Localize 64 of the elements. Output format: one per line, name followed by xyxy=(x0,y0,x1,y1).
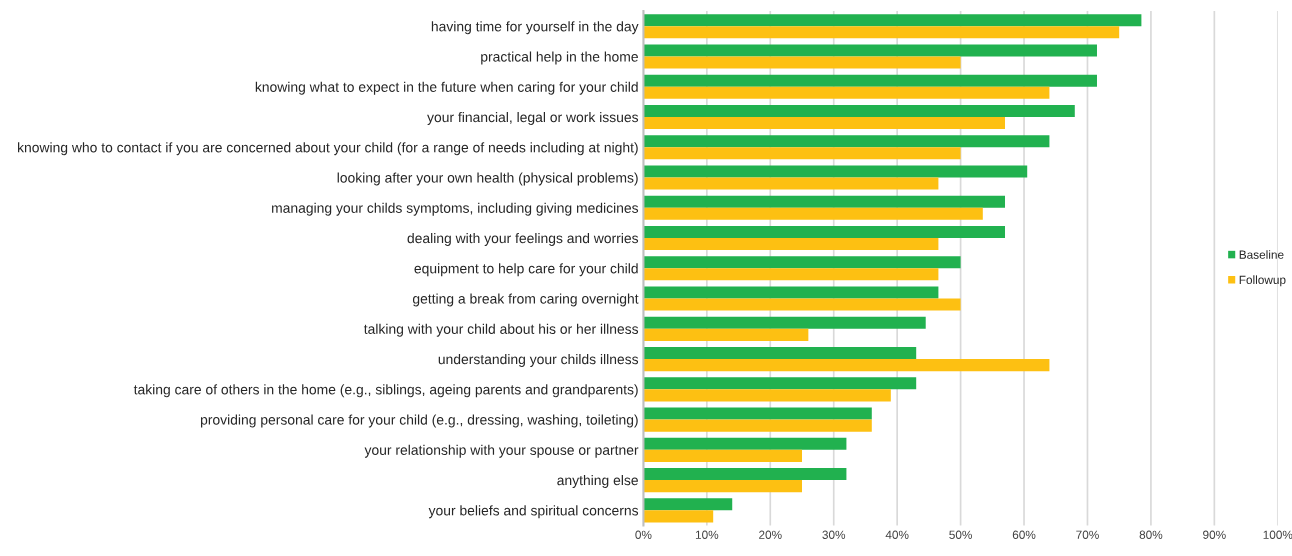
x-tick-label: 30% xyxy=(822,530,846,539)
y-tick-label: talking with your child about his or her illness xyxy=(363,323,639,337)
x-tick-label: 80% xyxy=(1139,530,1163,539)
bar xyxy=(643,104,1075,118)
bar xyxy=(643,195,1006,208)
y-tick-label: understanding your childs illness xyxy=(438,354,639,367)
x-tick-label: 10% xyxy=(695,530,719,539)
bar xyxy=(643,225,1006,239)
bar xyxy=(643,256,961,269)
bar xyxy=(643,316,926,329)
bar xyxy=(643,56,961,69)
bar xyxy=(643,147,961,160)
bar xyxy=(643,298,961,311)
x-tick-label: 0% xyxy=(635,530,652,539)
bar xyxy=(643,449,803,462)
bar xyxy=(643,510,714,523)
y-tick-label: knowing who to contact if you are concerned about your child (for a range of needs including at night) xyxy=(18,142,638,156)
bar xyxy=(643,407,872,420)
bar xyxy=(643,346,917,360)
y-tick-label: practical help in the home xyxy=(481,51,638,65)
bar xyxy=(643,498,733,511)
x-tick-label: 90% xyxy=(1203,530,1226,539)
bar xyxy=(643,117,1006,130)
bar xyxy=(643,286,939,299)
bar xyxy=(643,437,847,450)
y-tick-label: looking after your own health (physical problems) xyxy=(337,172,638,186)
x-tick-label: 70% xyxy=(1076,530,1099,539)
bar xyxy=(643,377,917,390)
y-tick-label: taking care of others in the home (e.g., siblings, ageing parents and grandparents) xyxy=(133,384,638,398)
bar xyxy=(643,74,1097,87)
y-tick-label: anything else xyxy=(557,475,638,488)
bar xyxy=(643,86,1050,99)
bar xyxy=(643,480,803,493)
y-tick-label: managing your childs symptoms, including giving medicines xyxy=(272,202,639,216)
y-tick-label: your beliefs and spiritual concerns xyxy=(428,505,639,519)
bar xyxy=(643,268,939,281)
y-tick-label: your relationship with your spouse or partner xyxy=(364,444,639,458)
bar xyxy=(643,14,1142,27)
y-tick-label: providing personal care for your child (e.g., dressing, washing, toileting) xyxy=(200,414,638,428)
bar xyxy=(643,135,1050,148)
y-tick-label: equipment to help care for your child xyxy=(414,263,638,277)
bar xyxy=(643,389,891,402)
x-tick-label: 20% xyxy=(759,530,782,539)
legend-label: Followup xyxy=(1239,275,1286,287)
y-tick-label: dealing with your feelings and worries xyxy=(407,232,639,246)
bar xyxy=(643,165,1028,178)
bar xyxy=(643,467,847,481)
bar xyxy=(643,419,872,432)
legend-label: Baseline xyxy=(1239,250,1284,259)
y-tick-label: knowing what to expect in the future when caring for your child xyxy=(255,81,638,95)
bar xyxy=(643,177,939,190)
bar xyxy=(643,207,983,220)
bar xyxy=(643,328,809,341)
bar xyxy=(643,44,1097,57)
x-tick-label: 100% xyxy=(1263,530,1292,539)
x-tick-label: 40% xyxy=(885,530,909,539)
y-tick-label: having time for yourself in the day xyxy=(431,21,639,35)
y-tick-label: your financial, legal or work issues xyxy=(427,111,639,125)
y-tick-label: getting a break from caring overnight xyxy=(412,293,639,307)
x-tick-label: 60% xyxy=(1012,530,1036,539)
x-tick-label: 50% xyxy=(949,530,972,539)
bar xyxy=(643,359,1050,372)
bar xyxy=(643,26,1120,39)
bar xyxy=(643,238,939,251)
